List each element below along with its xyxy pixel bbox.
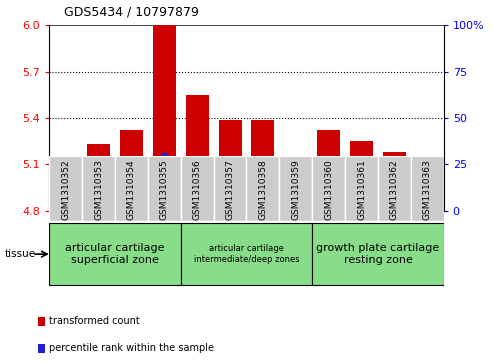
FancyBboxPatch shape: [148, 156, 181, 221]
FancyBboxPatch shape: [246, 156, 280, 221]
FancyBboxPatch shape: [115, 156, 148, 221]
Point: [325, 171, 333, 176]
Text: growth plate cartilage
resting zone: growth plate cartilage resting zone: [317, 243, 440, 265]
Text: GSM1310358: GSM1310358: [258, 159, 267, 220]
FancyBboxPatch shape: [181, 223, 312, 285]
FancyBboxPatch shape: [181, 156, 213, 221]
Point: [357, 171, 365, 176]
Text: GSM1310362: GSM1310362: [390, 159, 399, 220]
Text: GSM1310360: GSM1310360: [324, 159, 333, 220]
Point: [193, 167, 201, 173]
Text: GDS5434 / 10797879: GDS5434 / 10797879: [64, 5, 199, 18]
Bar: [218, 119, 242, 211]
Bar: [350, 141, 373, 211]
Text: GSM1310354: GSM1310354: [127, 159, 136, 220]
Point: [128, 171, 136, 176]
Text: articular cartilage
superficial zone: articular cartilage superficial zone: [65, 243, 165, 265]
Text: tissue: tissue: [5, 249, 36, 259]
FancyBboxPatch shape: [280, 156, 312, 221]
Bar: [416, 195, 439, 211]
Bar: [120, 130, 143, 211]
Bar: [317, 130, 340, 211]
Bar: [251, 119, 275, 211]
FancyBboxPatch shape: [312, 223, 444, 285]
FancyBboxPatch shape: [213, 156, 246, 221]
Text: GSM1310359: GSM1310359: [291, 159, 300, 220]
Text: GSM1310357: GSM1310357: [226, 159, 235, 220]
Point: [423, 182, 431, 188]
FancyBboxPatch shape: [49, 156, 82, 221]
FancyBboxPatch shape: [49, 223, 181, 285]
Bar: [383, 152, 406, 211]
Text: percentile rank within the sample: percentile rank within the sample: [49, 343, 214, 354]
FancyBboxPatch shape: [345, 156, 378, 221]
Point: [95, 171, 103, 176]
Text: GSM1310363: GSM1310363: [423, 159, 432, 220]
FancyBboxPatch shape: [82, 156, 115, 221]
Point: [292, 178, 300, 184]
Text: transformed count: transformed count: [49, 316, 140, 326]
Text: articular cartilage
intermediate/deep zones: articular cartilage intermediate/deep zo…: [194, 244, 299, 264]
Text: GSM1310356: GSM1310356: [193, 159, 202, 220]
FancyBboxPatch shape: [411, 156, 444, 221]
Bar: [186, 95, 209, 211]
Bar: [38, 317, 45, 326]
Bar: [38, 344, 45, 353]
Text: GSM1310355: GSM1310355: [160, 159, 169, 220]
Point: [226, 169, 234, 175]
Point: [390, 174, 398, 180]
Text: GSM1310353: GSM1310353: [94, 159, 103, 220]
Text: GSM1310361: GSM1310361: [357, 159, 366, 220]
Bar: [87, 144, 110, 211]
Point: [62, 174, 70, 180]
FancyBboxPatch shape: [312, 156, 345, 221]
Bar: [153, 25, 176, 211]
Point: [259, 171, 267, 176]
Text: GSM1310352: GSM1310352: [61, 159, 70, 220]
Bar: [284, 164, 307, 211]
FancyBboxPatch shape: [378, 156, 411, 221]
Bar: [54, 169, 77, 211]
Point: [160, 152, 168, 158]
